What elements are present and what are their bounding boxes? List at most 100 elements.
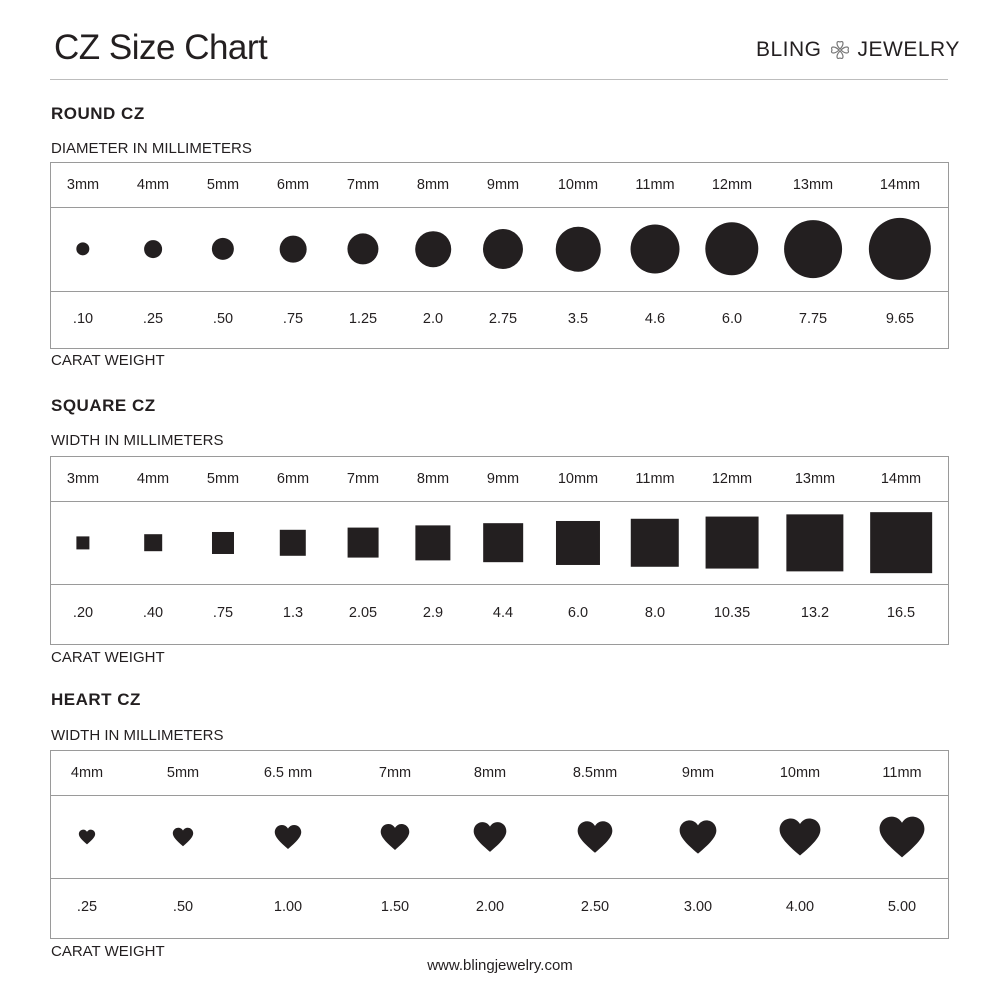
square-stone-shape (786, 513, 844, 572)
size-label: 8mm (416, 177, 450, 193)
circle-stone-shape (784, 220, 842, 278)
size-label: 11mm (635, 471, 675, 487)
circle-carat-label: CARAT WEIGHT (51, 352, 165, 369)
square-stone-shape (555, 520, 601, 565)
carat-value: 2.9 (422, 605, 444, 621)
size-label: 11mm (882, 765, 922, 781)
carat-value: .20 (72, 605, 94, 621)
carat-value: 5.00 (887, 899, 917, 915)
heart-mark (577, 820, 613, 853)
carat-value: 8.0 (644, 605, 666, 621)
table-divider (51, 795, 948, 796)
carat-value: 2.0 (422, 310, 444, 327)
heart-stone-shape (577, 820, 613, 853)
clover-hearts-icon (830, 40, 849, 60)
size-label: 4mm (136, 471, 170, 487)
circle-stone-shape (868, 217, 932, 281)
carat-value: 16.5 (886, 605, 916, 621)
carat-value: 1.3 (282, 605, 304, 621)
size-label: 10mm (557, 471, 599, 487)
size-label: 3mm (66, 471, 100, 487)
size-label: 5mm (206, 177, 240, 193)
circle-stone-shape (415, 231, 451, 267)
circle-stone-shape (555, 226, 601, 272)
carat-value: 4.4 (492, 605, 514, 621)
carat-value: 6.0 (721, 310, 743, 327)
circle-stone-shape (630, 224, 680, 274)
table-divider (51, 501, 948, 502)
circle-stone-shape (482, 228, 524, 270)
carat-value: 13.2 (800, 605, 830, 621)
carat-value: 1.50 (380, 899, 410, 915)
size-label: 9mm (486, 471, 520, 487)
carat-value: 2.00 (475, 899, 505, 915)
heart-stone-shape (172, 827, 194, 846)
size-label: 6mm (276, 471, 310, 487)
carat-value: 3.00 (683, 899, 713, 915)
square-stone-shape (415, 524, 451, 561)
size-label: 7mm (346, 471, 380, 487)
size-label: 10mm (557, 177, 599, 193)
heart-stone-shape (78, 829, 96, 844)
carat-value: 2.50 (580, 899, 610, 915)
size-label: 6mm (276, 177, 310, 193)
heart-measure-label: WIDTH IN MILLIMETERS (51, 727, 224, 744)
heart-stone-shape (679, 819, 717, 854)
carat-value: .50 (212, 310, 234, 327)
website-url: www.blingjewelry.com (427, 957, 573, 974)
table-divider (51, 584, 948, 585)
square-stone-shape (76, 535, 90, 550)
size-label: 8mm (416, 471, 450, 487)
square-size-table: 3mm .20 4mm .40 5mm .75 6mm 1.3 7mm 2.05 8mm 2.9 9mm… (50, 456, 949, 645)
heart-mark (274, 824, 302, 849)
heart-carat-label: CARAT WEIGHT (51, 943, 165, 960)
heart-mark (172, 827, 194, 846)
size-label: 7mm (346, 177, 380, 193)
heart-stone-shape (879, 816, 925, 857)
header-divider (50, 79, 948, 80)
square-stone-shape (144, 533, 162, 552)
size-label: 14mm (879, 177, 921, 193)
square-stone-shape (870, 511, 932, 574)
size-label: 13mm (792, 177, 834, 193)
brand-logo: BLING JEWELRY (756, 38, 960, 62)
carat-value: 6.0 (567, 605, 589, 621)
heart-stone-shape (473, 821, 507, 852)
table-divider (51, 207, 948, 208)
carat-value: 2.05 (348, 605, 378, 621)
page-title: CZ Size Chart (54, 28, 268, 67)
carat-value: .75 (212, 605, 234, 621)
heart-stone-shape (274, 824, 302, 849)
carat-value: .40 (142, 605, 164, 621)
heart-mark (380, 823, 410, 850)
circle-stone-shape (705, 222, 759, 276)
size-label: 3mm (66, 177, 100, 193)
carat-value: .10 (72, 310, 94, 327)
circle-stone-shape (279, 235, 307, 263)
circle-stone-shape (144, 240, 162, 258)
heart-mark (879, 816, 925, 857)
carat-value: .25 (142, 310, 164, 327)
heart-section-title: HEART CZ (51, 690, 141, 709)
brand-name-left: BLING (756, 38, 822, 61)
size-label: 9mm (486, 177, 520, 193)
size-label: 11mm (635, 177, 675, 193)
heart-mark (473, 821, 507, 852)
brand-name-right: JEWELRY (857, 38, 960, 61)
size-label: 4mm (136, 177, 170, 193)
table-divider (51, 291, 948, 292)
table-divider (51, 878, 948, 879)
carat-value: 7.75 (798, 310, 828, 327)
carat-value: 1.25 (348, 310, 378, 327)
carat-value: 3.5 (567, 310, 589, 327)
square-stone-shape (347, 527, 379, 558)
size-label: 4mm (70, 765, 104, 781)
square-section-title: SQUARE CZ (51, 396, 156, 415)
size-label: 12mm (711, 471, 753, 487)
square-stone-shape (705, 516, 759, 569)
square-stone-shape (279, 529, 307, 556)
square-stone-shape (483, 522, 523, 563)
circle-section-title: ROUND CZ (51, 104, 145, 123)
square-stone-shape (211, 531, 235, 554)
